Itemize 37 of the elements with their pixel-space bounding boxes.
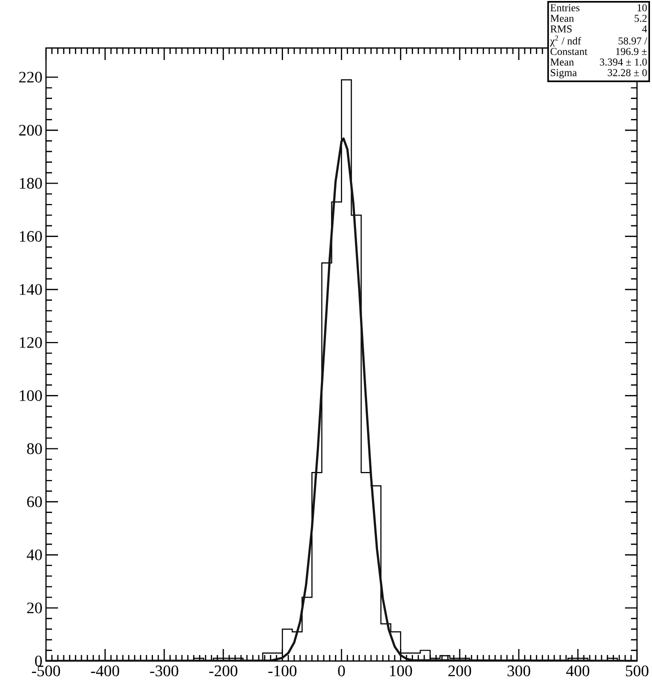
y-tick-label: 220: [19, 72, 42, 83]
y-tick-label: 120: [20, 337, 42, 348]
text: Entries: [550, 4, 580, 12]
y-tick-label: 160: [20, 231, 42, 242]
text: RMS: [550, 25, 572, 32]
y-tick-label: 200: [19, 124, 42, 136]
text: χ$^{2}$ / ndf: [550, 36, 582, 47]
y-tick-label: 20: [27, 602, 42, 614]
y-tick-label: 180: [20, 178, 42, 189]
x-tick-label: 300: [508, 666, 530, 676]
annotation: 3.394 ± 1.0: [600, 58, 647, 66]
annotation: 196.9 ±: [616, 48, 647, 56]
x-tick-label: 100: [390, 666, 412, 676]
annotation: Sigma: [550, 69, 577, 78]
x-tick-label: -400: [91, 666, 120, 676]
text: 58.97 /: [618, 37, 648, 45]
text: 5.2: [634, 14, 647, 22]
x-tick-label: 0: [338, 666, 345, 676]
y-tick-label: 40: [26, 549, 42, 560]
x-tick-label: 500: [626, 666, 648, 676]
y-tick-label: 80: [27, 443, 42, 454]
y-tick-label: 60: [27, 496, 42, 508]
x-tick-label: 200: [448, 666, 472, 676]
x-tick-label: -100: [268, 666, 296, 676]
x-tick-label: 400: [566, 666, 590, 676]
annotation: 32.28 ± 0: [608, 69, 647, 76]
text: 10: [638, 4, 647, 12]
x-tick-label: -300: [150, 666, 178, 676]
text: Mean: [550, 14, 574, 22]
annotation: Mean: [550, 58, 574, 66]
y-tick-label: 140: [20, 284, 42, 295]
annotation: Constant: [550, 48, 588, 56]
x-tick-label: -200: [209, 666, 238, 676]
x-tick-label: -500: [32, 666, 60, 676]
text: 4: [642, 25, 648, 32]
y-tick-label: 100: [20, 390, 42, 402]
y-tick-label: 0: [35, 656, 42, 666]
